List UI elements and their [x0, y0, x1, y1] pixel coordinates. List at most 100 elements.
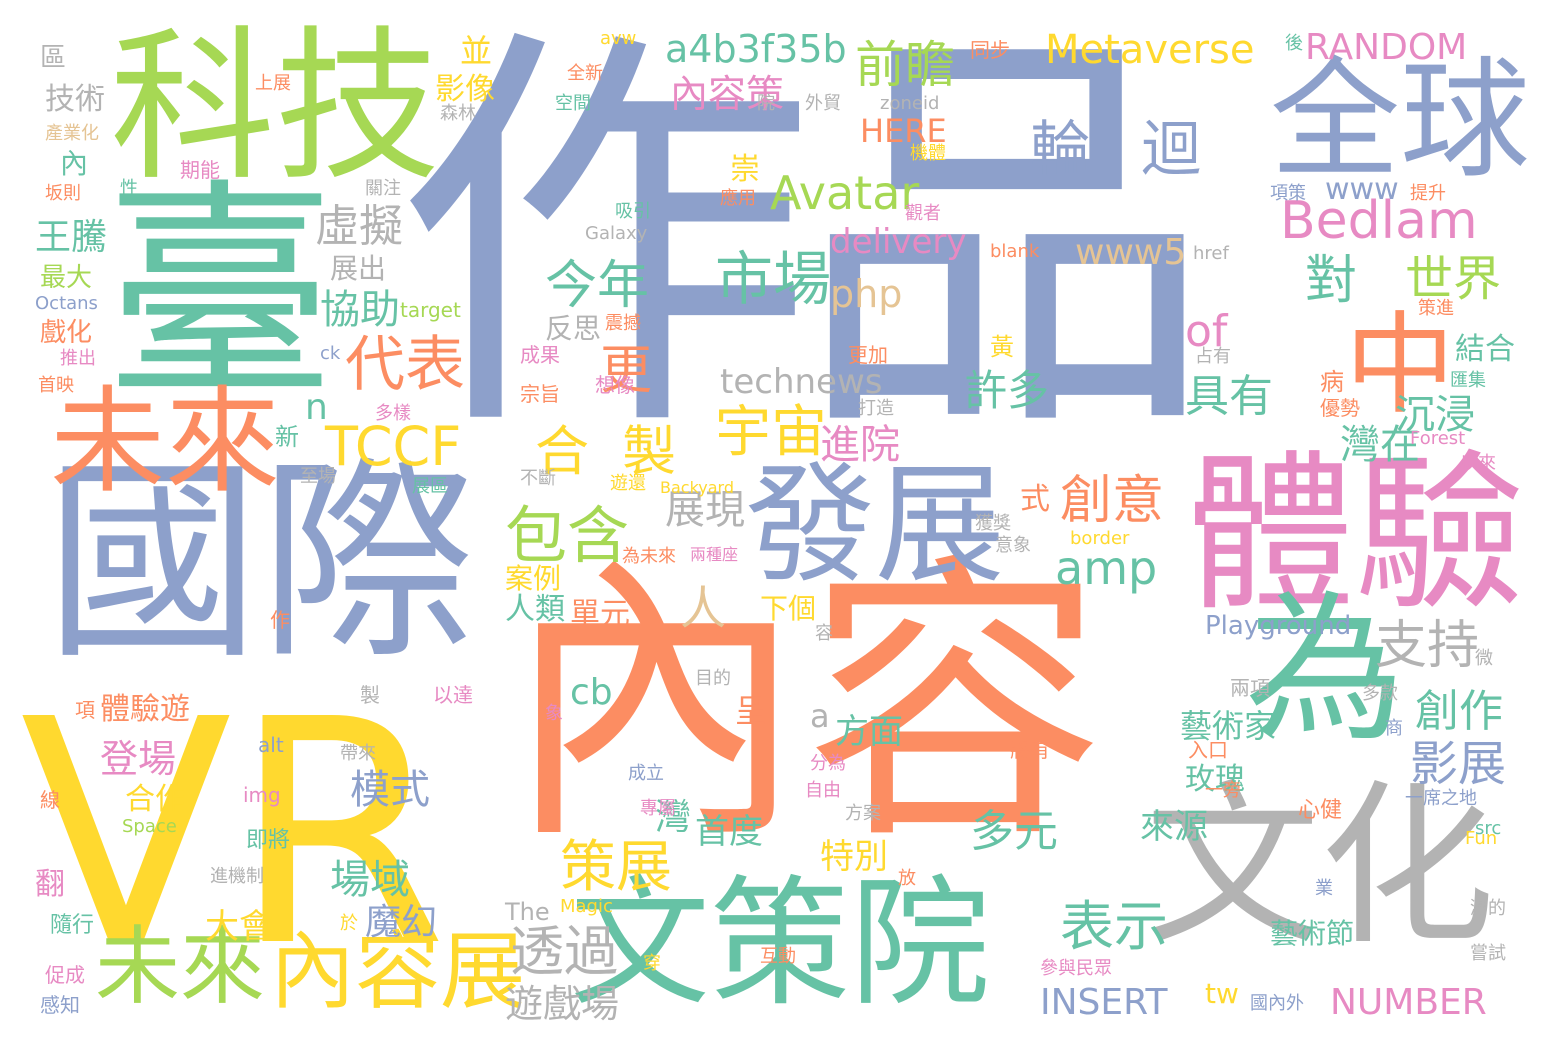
cloud-word: 表示	[1060, 895, 1168, 958]
cloud-word: n	[305, 387, 328, 428]
cloud-word: 一旁	[1205, 780, 1241, 801]
cloud-word: 藝術節	[1270, 917, 1355, 950]
cloud-word: Metaverse	[1045, 27, 1255, 73]
cloud-word: Backyard	[660, 478, 734, 497]
cloud-word: 國際	[45, 437, 475, 688]
cloud-word: a	[810, 697, 830, 735]
cloud-word: 前瞻	[855, 36, 955, 94]
cloud-word: 體驗	[1185, 436, 1526, 634]
cloud-word: 創意	[1060, 471, 1165, 531]
cloud-word: 成果	[520, 343, 560, 367]
cloud-word: 遊戲場	[505, 982, 620, 1026]
cloud-word: 於	[340, 913, 358, 934]
cloud-word: 特別	[820, 837, 888, 877]
cloud-word: 隨行	[50, 913, 95, 938]
cloud-word: TCCF	[325, 415, 462, 478]
cloud-word: 想像	[595, 373, 635, 397]
cloud-word: Forest	[1410, 428, 1466, 449]
cloud-word: 戲化	[40, 318, 93, 348]
cloud-word: The	[505, 898, 550, 926]
cloud-word: 支持	[1375, 616, 1480, 676]
cloud-word: 場域	[330, 857, 410, 903]
cloud-word: 全新	[567, 63, 603, 84]
cloud-word: 對	[1305, 251, 1358, 311]
cloud-word: 期能	[180, 158, 220, 182]
cloud-word: 代表	[345, 330, 465, 400]
cloud-word: 方面	[835, 712, 903, 752]
cloud-word: 更	[600, 341, 653, 401]
cloud-word: 匯集	[1450, 370, 1486, 391]
cloud-word: 推出	[60, 348, 96, 369]
cloud-word: 內	[60, 147, 89, 180]
cloud-word: 創作	[1415, 686, 1503, 737]
cloud-word: 展現	[665, 487, 745, 533]
cloud-word: Space	[122, 816, 177, 837]
cloud-word: 藝術家	[1180, 707, 1277, 745]
cloud-word: ck	[320, 343, 341, 364]
cloud-word: 技術	[45, 82, 105, 117]
cloud-word: 同步	[970, 38, 1010, 62]
cloud-word: 空間	[555, 93, 591, 114]
cloud-word: 翻	[35, 867, 65, 902]
cloud-word: Galaxy	[585, 223, 648, 244]
cloud-word: 區	[40, 43, 67, 73]
cloud-word: 下個	[760, 592, 817, 625]
cloud-word: 兩種座	[690, 545, 739, 564]
cloud-word: 展區	[412, 476, 448, 497]
cloud-word: 具有	[1185, 371, 1273, 422]
cloud-word: 模式	[350, 767, 430, 813]
cloud-word: 全球	[1270, 44, 1531, 196]
cloud-word: 首映	[38, 375, 74, 396]
cloud-word: www5	[1075, 232, 1187, 273]
cloud-word: 震撼	[605, 313, 641, 334]
cloud-word: 內容展	[270, 923, 526, 1022]
cloud-word: 更加	[848, 343, 888, 367]
cloud-word: 灣在	[1340, 422, 1420, 468]
cloud-word: 商	[1385, 718, 1403, 739]
cloud-word: 獲獎	[975, 513, 1011, 534]
cloud-word: 文化	[1145, 766, 1495, 969]
cloud-word: 虛擬	[315, 201, 403, 252]
cloud-word: 臺	[105, 161, 336, 428]
cloud-word: 將有	[1010, 738, 1050, 762]
cloud-word: 吸引	[615, 201, 651, 222]
cloud-word: src	[1475, 818, 1502, 839]
cloud-word: 新	[275, 423, 299, 451]
cloud-word: cb	[570, 672, 613, 713]
cloud-word: 意象	[995, 535, 1031, 556]
cloud-word: 黃	[990, 333, 1014, 361]
cloud-word: 來源	[1140, 807, 1208, 847]
cloud-word: border	[1070, 528, 1130, 549]
cloud-word: 式	[1020, 482, 1050, 517]
cloud-word: 反思	[545, 312, 602, 345]
cloud-word: Playground	[1205, 611, 1352, 641]
cloud-word: 合作	[125, 782, 185, 817]
cloud-word: Octans	[35, 293, 98, 314]
cloud-word: 占有	[1195, 346, 1231, 367]
cloud-word: 人	[680, 581, 726, 635]
cloud-word: 至場	[300, 466, 336, 487]
cloud-word: 入口	[1188, 738, 1228, 762]
cloud-word: 業	[1315, 878, 1333, 899]
cloud-word: 影展	[1410, 736, 1507, 792]
cloud-word: 多款	[1362, 683, 1398, 704]
cloud-word: 進機制	[210, 866, 264, 887]
cloud-word: 坂則	[45, 183, 81, 204]
cloud-word: 以來	[1460, 453, 1496, 474]
cloud-word: 應用	[720, 188, 756, 209]
cloud-word: 目的	[695, 668, 731, 689]
cloud-word: 產業化	[45, 123, 99, 144]
cloud-word: 協助	[320, 287, 400, 333]
cloud-word: 包含	[505, 499, 630, 572]
cloud-word: technews	[720, 362, 883, 402]
cloud-word: NUMBER	[1330, 982, 1487, 1023]
cloud-word: 科技	[110, 11, 440, 203]
cloud-word: 後	[1285, 33, 1303, 54]
cloud-word: VR	[20, 654, 448, 1015]
cloud-word: Magic	[560, 896, 613, 917]
cloud-word: 策展	[560, 835, 672, 900]
cloud-word: 上展	[255, 73, 291, 94]
cloud-word: 心健	[1298, 798, 1343, 823]
cloud-word: img	[243, 783, 281, 807]
cloud-word: 觀者	[905, 203, 941, 224]
